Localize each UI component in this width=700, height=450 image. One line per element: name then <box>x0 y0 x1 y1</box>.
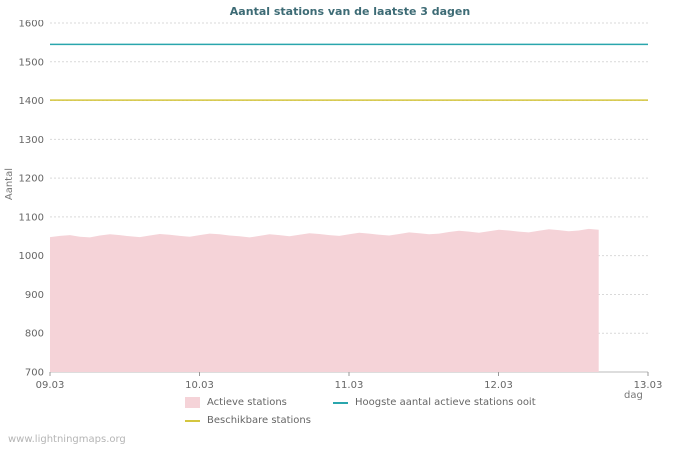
x-axis-label: dag <box>624 390 643 401</box>
watermark-link[interactable]: www.lightningmaps.org <box>8 434 126 445</box>
legend-item-actieve-stations: Actieve stations <box>185 396 333 409</box>
legend-swatch-hoogste-aantal <box>333 401 348 404</box>
svg-text:1000: 1000 <box>19 251 44 262</box>
svg-text:800: 800 <box>25 329 44 340</box>
svg-text:1300: 1300 <box>19 135 44 146</box>
svg-text:1400: 1400 <box>19 96 44 107</box>
legend-column-left: Actieve stations Beschikbare stations <box>185 396 333 427</box>
legend: Actieve stations Beschikbare stations Ho… <box>185 396 536 427</box>
legend-column-right: Hoogste aantal actieve stations ooit <box>333 396 536 427</box>
svg-text:11.03: 11.03 <box>335 380 364 391</box>
svg-text:12.03: 12.03 <box>484 380 513 391</box>
chart-title: Aantal stations van de laatste 3 dagen <box>229 5 471 18</box>
svg-text:1100: 1100 <box>19 212 44 223</box>
legend-swatch-actieve-stations <box>185 397 200 408</box>
svg-text:10.03: 10.03 <box>185 380 214 391</box>
legend-item-hoogste-aantal: Hoogste aantal actieve stations ooit <box>333 396 536 409</box>
svg-text:700: 700 <box>25 368 44 379</box>
legend-label-beschikbare-stations: Beschikbare stations <box>207 415 311 426</box>
svg-text:900: 900 <box>25 290 44 301</box>
legend-label-actieve-stations: Actieve stations <box>207 397 287 408</box>
svg-text:1500: 1500 <box>19 57 44 68</box>
legend-item-beschikbare-stations: Beschikbare stations <box>185 414 333 427</box>
svg-text:09.03: 09.03 <box>36 380 65 391</box>
svg-text:1600: 1600 <box>19 20 44 30</box>
svg-text:13.03: 13.03 <box>634 380 663 391</box>
legend-swatch-beschikbare-stations <box>185 419 200 422</box>
plot-area: 700 800 900 1000 1100 1200 1300 1400 1500 1600 09.… <box>19 20 663 391</box>
legend-label-hoogste-aantal: Hoogste aantal actieve stations ooit <box>355 397 536 408</box>
svg-text:1200: 1200 <box>19 174 44 185</box>
